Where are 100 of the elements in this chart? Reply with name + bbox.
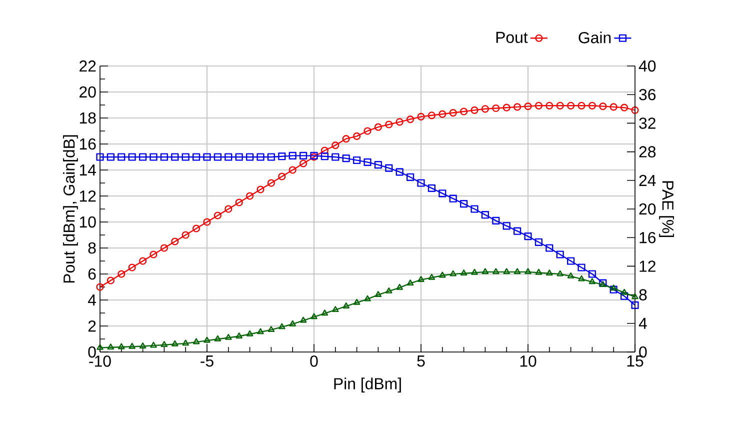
y-tick-label: 10	[80, 216, 96, 228]
point	[182, 231, 190, 239]
y2-tick-label: 16	[640, 232, 656, 244]
point	[514, 103, 522, 111]
point	[460, 108, 468, 116]
point	[150, 153, 158, 161]
point	[203, 218, 211, 226]
point	[342, 154, 350, 162]
point	[300, 316, 307, 323]
point	[588, 270, 596, 278]
point	[160, 244, 168, 252]
point	[450, 270, 456, 276]
point	[150, 342, 157, 348]
point	[546, 102, 554, 110]
point	[460, 200, 468, 208]
point	[620, 104, 628, 112]
point	[267, 153, 275, 161]
x-tick-label: 5	[417, 356, 425, 367]
point	[524, 268, 532, 274]
point	[534, 238, 542, 246]
point	[481, 105, 489, 113]
y2-tick-label: 12	[640, 260, 656, 272]
point	[332, 153, 340, 161]
point	[438, 110, 446, 118]
y2-tick-label: 32	[639, 118, 656, 129]
point	[567, 257, 575, 265]
point	[182, 153, 190, 161]
point	[332, 142, 340, 150]
point	[428, 274, 436, 280]
y2-tick-label: 4	[638, 318, 647, 329]
point	[320, 152, 328, 160]
point	[106, 276, 114, 284]
point	[534, 102, 542, 110]
point	[396, 118, 404, 126]
point	[460, 270, 468, 276]
point	[578, 275, 585, 282]
point	[192, 153, 200, 161]
point	[481, 211, 489, 219]
y2-tick-label: 40	[638, 60, 656, 72]
point	[321, 310, 328, 316]
point	[470, 205, 478, 213]
point	[278, 172, 286, 180]
point	[256, 186, 264, 194]
point	[106, 153, 114, 161]
x-tick-label: 0	[310, 356, 318, 367]
point	[96, 153, 104, 161]
point	[514, 227, 522, 235]
point	[374, 161, 382, 169]
point	[556, 102, 564, 110]
point	[406, 116, 414, 124]
point	[364, 295, 371, 302]
point	[160, 153, 168, 161]
point	[556, 270, 564, 276]
point	[610, 284, 617, 291]
legend-label: Gain	[578, 32, 611, 44]
point	[492, 104, 500, 112]
point	[204, 336, 210, 343]
point	[471, 268, 478, 275]
y-tick-label: 18	[80, 112, 96, 124]
point	[428, 184, 436, 192]
point	[288, 152, 296, 160]
point	[118, 270, 126, 278]
point	[620, 288, 628, 295]
point	[268, 326, 275, 332]
point	[192, 224, 200, 232]
y-tick-label: 0	[88, 346, 96, 358]
point	[236, 332, 242, 338]
point	[385, 164, 393, 172]
point	[171, 153, 179, 161]
point	[278, 323, 286, 330]
point	[588, 278, 596, 284]
point	[546, 244, 554, 252]
point	[246, 153, 254, 161]
point	[524, 102, 532, 110]
point	[214, 335, 222, 342]
point	[524, 232, 532, 240]
point	[320, 146, 328, 154]
point	[118, 153, 126, 161]
y-tick-label: 2	[88, 320, 96, 332]
point	[172, 340, 178, 346]
point	[631, 106, 639, 114]
point	[224, 205, 232, 213]
point	[578, 102, 586, 110]
point	[599, 102, 607, 110]
y-tick-label: 12	[80, 190, 96, 202]
point	[535, 268, 542, 275]
y-tick-label: 22	[80, 60, 96, 72]
point	[214, 212, 222, 220]
point	[224, 153, 232, 161]
x-tick-label: 15	[627, 356, 644, 367]
point	[492, 268, 500, 274]
point	[300, 152, 308, 160]
point	[470, 106, 478, 114]
point	[171, 238, 179, 246]
point	[139, 153, 147, 161]
point	[364, 158, 372, 166]
y-tick-label: 4	[88, 294, 96, 306]
point	[406, 173, 414, 181]
y-tick-label: 8	[88, 242, 96, 254]
point	[203, 153, 211, 161]
